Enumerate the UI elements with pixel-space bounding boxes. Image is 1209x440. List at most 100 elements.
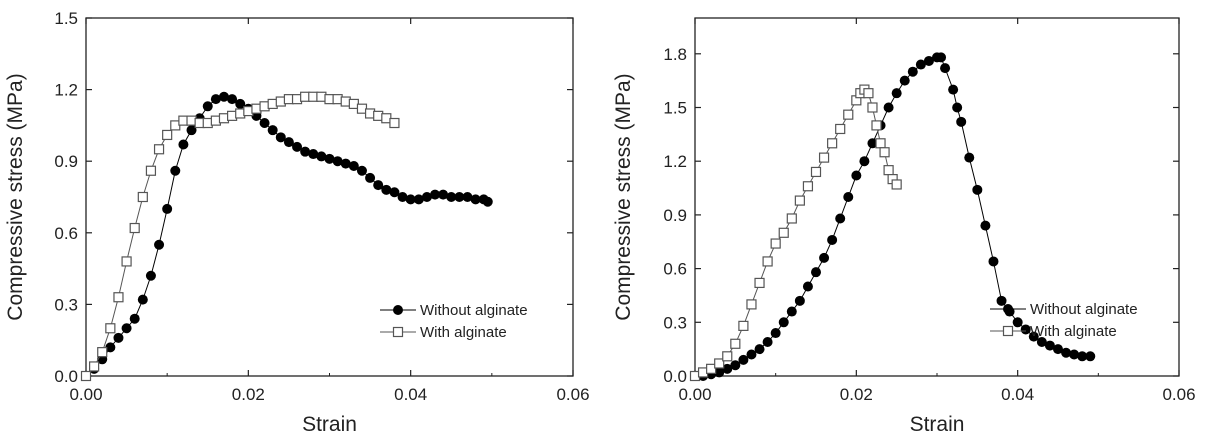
data-point [430, 189, 441, 200]
data-point [915, 59, 926, 70]
data-point [988, 256, 999, 267]
x-tick-label: 0.00 [678, 385, 711, 404]
y-tick-label: 1.2 [663, 152, 687, 171]
data-point [389, 117, 400, 129]
data-point [462, 192, 473, 202]
legend-label: With alginate [420, 324, 507, 341]
data-point [446, 192, 457, 202]
data-point [952, 102, 963, 113]
data-point [738, 354, 749, 365]
data-point [178, 139, 189, 150]
data-point [863, 88, 874, 99]
data-point [332, 156, 343, 167]
series-without-alginate [690, 52, 1096, 381]
data-point [438, 189, 449, 200]
data-point [1044, 340, 1055, 351]
x-axis-title: Strain [910, 413, 965, 436]
data-point [706, 363, 717, 374]
series-without-alginate [81, 91, 493, 381]
data-point [746, 299, 757, 310]
data-point [129, 313, 140, 324]
x-tick-label: 0.04 [1001, 385, 1034, 404]
data-point [810, 166, 822, 178]
data-point [811, 267, 821, 278]
data-point [137, 191, 148, 203]
series-with-alginate [689, 84, 902, 382]
data-point [202, 101, 213, 112]
y-tick-label: 0.9 [663, 206, 687, 225]
data-point [162, 203, 173, 214]
data-point [170, 165, 181, 176]
legend-label: Without alginate [1030, 301, 1138, 318]
y-axis-title: Compressive stress (MPa) [4, 73, 27, 320]
data-point [421, 192, 432, 202]
data-point [1053, 344, 1063, 355]
data-point [794, 195, 805, 206]
data-point [218, 91, 229, 102]
data-point [843, 109, 854, 120]
data-point [827, 234, 838, 245]
data-point [283, 137, 294, 148]
data-point [956, 116, 967, 127]
data-point [162, 129, 173, 141]
x-tick-label: 0.02 [232, 385, 265, 404]
legend-marker [1003, 304, 1013, 314]
data-point [754, 344, 765, 355]
data-point [1020, 324, 1031, 335]
data-point [89, 361, 100, 372]
data-point [1036, 336, 1047, 347]
y-tick-label: 0.6 [663, 260, 687, 279]
data-point [80, 370, 92, 382]
legend: Without alginate With alginate [380, 302, 528, 341]
y-axis-title: Compressive stress (MPa) [612, 73, 635, 320]
data-point [105, 323, 116, 334]
data-point [365, 172, 376, 183]
data-point [754, 277, 765, 289]
data-point [835, 123, 846, 135]
data-point [871, 120, 882, 131]
x-tick-label: 0.00 [69, 385, 102, 404]
data-point [722, 363, 733, 374]
legend-label: With alginate [1030, 323, 1117, 340]
data-point [778, 317, 789, 328]
data-point [879, 147, 890, 158]
data-point [397, 192, 408, 202]
data-point [818, 152, 830, 163]
data-point [1085, 351, 1096, 362]
data-point [714, 367, 725, 378]
data-point [324, 153, 335, 164]
y-tick-label: 1.5 [54, 9, 78, 28]
legend-label: Without alginate [420, 302, 528, 319]
chart-left: 0.00 0.02 0.04 0.06 0.0 0.3 0.6 0.9 1.2 1.5 Strain… [4, 9, 590, 436]
data-point [227, 94, 238, 105]
data-point [907, 66, 918, 77]
data-point [770, 238, 781, 249]
data-point [1012, 317, 1023, 328]
data-point [762, 256, 773, 267]
series-line [694, 88, 898, 377]
chart-right: 0.00 0.02 0.04 0.06 0.0 0.3 0.6 0.9 1.2 1.5 1.8 Str… [612, 17, 1196, 436]
data-point [145, 270, 156, 281]
data-point [121, 323, 132, 334]
data-point [1077, 351, 1088, 362]
data-point [348, 160, 359, 171]
data-point [454, 192, 465, 202]
data-point [770, 328, 781, 339]
data-point [875, 138, 886, 149]
data-point [786, 306, 797, 317]
legend-marker [392, 326, 404, 338]
data-point [105, 342, 116, 353]
data-point [964, 152, 975, 163]
y-tick-label: 1.8 [663, 45, 687, 64]
data-point [405, 194, 416, 205]
data-point [722, 351, 733, 362]
legend: Without alginate With alginate [990, 301, 1138, 340]
series-line [85, 96, 395, 377]
data-point [381, 184, 392, 195]
x-tick-label: 0.04 [394, 385, 427, 404]
data-point [948, 84, 959, 95]
data-point [940, 63, 951, 74]
data-point [923, 55, 934, 66]
data-point [373, 180, 384, 191]
